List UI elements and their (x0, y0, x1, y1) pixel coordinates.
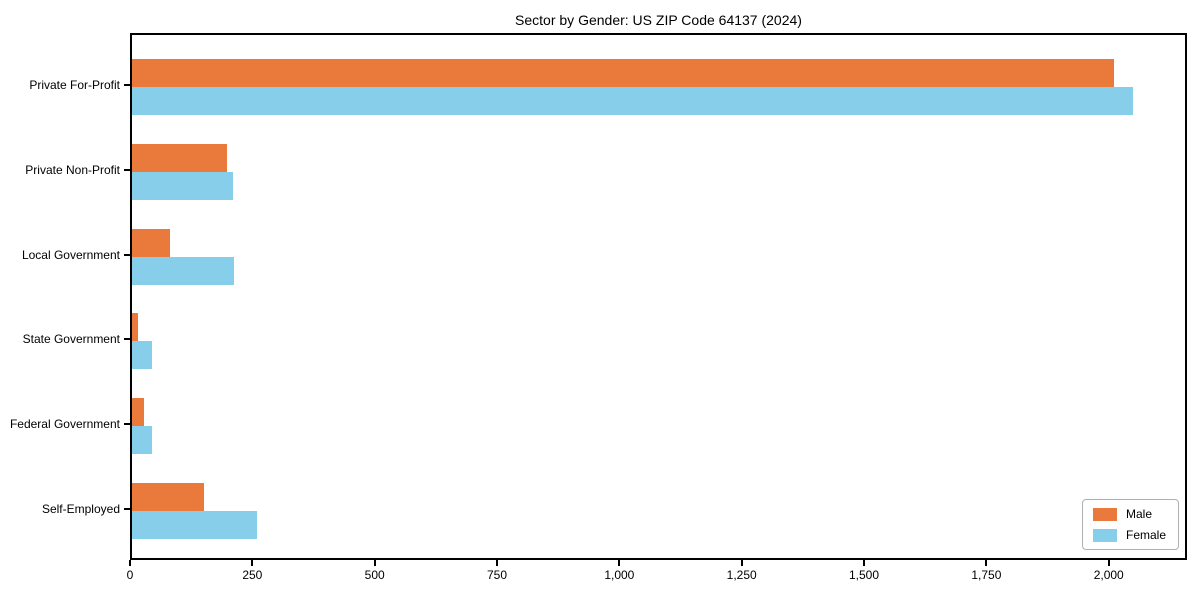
bar-female-federal-government (132, 426, 152, 455)
bar-male-private-non-profit (132, 143, 228, 172)
x-axis-tick-label: 750 (486, 568, 508, 582)
x-axis-tick-label: 1,500 (849, 568, 880, 582)
y-axis-label-private-for-profit: Private For-Profit (29, 78, 120, 92)
legend-item-female: Female (1092, 528, 1166, 542)
x-axis-tick (618, 560, 621, 566)
bar-male-federal-government (132, 398, 144, 427)
x-axis-tick-label: 0 (126, 568, 134, 582)
y-axis-tick (124, 338, 130, 341)
y-axis-tick (124, 84, 130, 86)
legend-item-male: Male (1092, 507, 1166, 521)
x-axis-tick (373, 560, 376, 566)
bar-male-state-government (132, 313, 139, 342)
legend-label-female: Female (1125, 528, 1166, 542)
x-axis-tick-label: 250 (242, 568, 263, 582)
x-axis-tick (129, 560, 131, 566)
x-axis-tick (740, 560, 743, 566)
x-axis-tick (1107, 560, 1110, 566)
y-axis-label-private-non-profit: Private Non-Profit (25, 162, 120, 177)
x-axis-tick (251, 560, 254, 566)
y-axis-label-local-government: Local Government (21, 247, 120, 262)
y-axis-label-self-employed: Self-Employed (41, 502, 120, 516)
x-axis-tick-label: 2,000 (1093, 568, 1124, 582)
x-axis-tick-label: 1,250 (726, 568, 757, 582)
x-axis-tick-label: 1,750 (971, 568, 1002, 582)
x-axis-tick-label: 500 (364, 568, 385, 582)
y-axis-tick (124, 168, 130, 171)
bar-female-private-non-profit (132, 171, 234, 200)
x-axis-tick (985, 560, 988, 566)
y-axis-label-state-government: State Government (22, 332, 120, 347)
x-axis-tick (863, 560, 866, 566)
x-axis-tick (496, 560, 498, 566)
legend-swatch-female (1092, 528, 1117, 542)
legend-swatch-male (1092, 507, 1117, 521)
bar-male-private-for-profit (132, 59, 1114, 87)
bar-female-state-government (132, 341, 152, 370)
bar-female-local-government (132, 256, 235, 285)
y-axis-tick (124, 253, 130, 256)
bar-male-local-government (132, 228, 171, 257)
plot-area: Male Female (130, 33, 1187, 560)
chart-title: Sector by Gender: US ZIP Code 64137 (202… (515, 12, 802, 28)
y-axis-label-federal-government: Federal Government (9, 417, 120, 432)
x-axis-tick-label: 1,000 (604, 568, 635, 582)
legend-label-male: Male (1125, 507, 1152, 521)
bar-female-self-employed (132, 511, 258, 539)
legend: Male Female (1081, 499, 1179, 550)
bar-male-self-employed (132, 483, 205, 511)
y-axis-tick (124, 508, 130, 510)
y-axis-tick (124, 423, 130, 426)
bar-female-private-for-profit (132, 87, 1133, 115)
